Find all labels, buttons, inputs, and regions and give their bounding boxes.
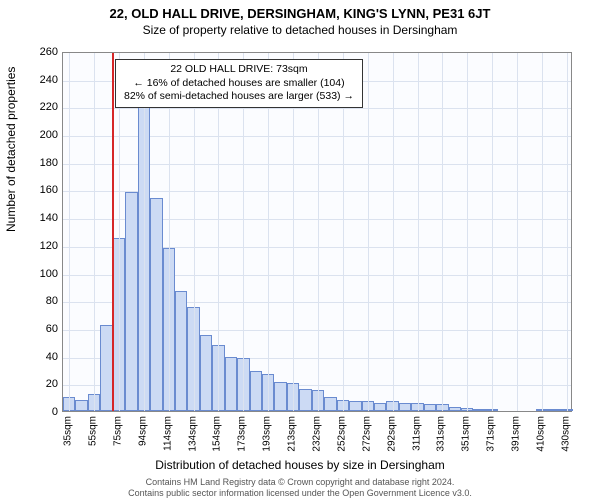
gridline-v — [567, 53, 568, 411]
histogram-bar — [449, 407, 461, 411]
annotation-line2: ← 16% of detached houses are smaller (10… — [124, 77, 354, 91]
histogram-bar — [399, 403, 411, 411]
x-tick-label: 430sqm — [560, 416, 571, 452]
annotation-line3: 82% of semi-detached houses are larger (… — [124, 90, 354, 104]
gridline-v — [542, 53, 543, 411]
gridline-v — [393, 53, 394, 411]
y-tick-label: 260 — [18, 46, 58, 58]
y-tick-label: 20 — [18, 378, 58, 390]
histogram-bar — [299, 389, 311, 411]
histogram-bar — [548, 409, 560, 411]
x-tick-label: 351sqm — [461, 416, 472, 452]
histogram-bar — [374, 403, 386, 411]
footer-line1: Contains HM Land Registry data © Crown c… — [0, 477, 600, 488]
x-tick-label: 311sqm — [411, 416, 422, 451]
x-tick-label: 371sqm — [486, 416, 497, 452]
footer-line2: Contains public sector information licen… — [0, 488, 600, 499]
title-block: 22, OLD HALL DRIVE, DERSINGHAM, KING'S L… — [0, 0, 600, 37]
annotation-line1: 22 OLD HALL DRIVE: 73sqm — [124, 63, 354, 77]
x-tick-label: 173sqm — [237, 416, 248, 452]
histogram-bar — [349, 401, 361, 411]
gridline-v — [418, 53, 419, 411]
histogram-bar — [274, 382, 286, 411]
x-tick-label: 391sqm — [511, 416, 522, 452]
x-tick-label: 94sqm — [137, 416, 148, 446]
gridline-v — [442, 53, 443, 411]
footer-attribution: Contains HM Land Registry data © Crown c… — [0, 477, 600, 499]
x-tick-label: 331sqm — [436, 416, 447, 452]
y-tick-label: 160 — [18, 184, 58, 196]
address-title: 22, OLD HALL DRIVE, DERSINGHAM, KING'S L… — [0, 6, 600, 21]
x-tick-label: 114sqm — [162, 416, 173, 451]
histogram-bar — [324, 397, 336, 411]
gridline-v — [467, 53, 468, 411]
y-tick-label: 40 — [18, 351, 58, 363]
annotation-box: 22 OLD HALL DRIVE: 73sqm ← 16% of detach… — [115, 59, 363, 108]
histogram-bar — [200, 335, 212, 411]
x-tick-label: 75sqm — [112, 416, 123, 446]
histogram-bar — [175, 291, 187, 411]
histogram-bar — [473, 409, 485, 411]
gridline-v — [69, 53, 70, 411]
x-tick-label: 232sqm — [312, 416, 323, 452]
gridline-v — [94, 53, 95, 411]
property-marker-line — [112, 53, 114, 411]
histogram-bar — [75, 400, 87, 411]
histogram-bar — [150, 198, 162, 411]
x-tick-label: 35sqm — [63, 416, 74, 446]
y-tick-label: 140 — [18, 212, 58, 224]
histogram-bar — [100, 325, 112, 411]
y-tick-label: 100 — [18, 268, 58, 280]
x-tick-label: 292sqm — [386, 416, 397, 452]
y-tick-label: 220 — [18, 101, 58, 113]
x-tick-label: 213sqm — [287, 416, 298, 452]
y-tick-label: 60 — [18, 323, 58, 335]
gridline-v — [368, 53, 369, 411]
x-tick-label: 252sqm — [336, 416, 347, 452]
chart-container: 22, OLD HALL DRIVE, DERSINGHAM, KING'S L… — [0, 0, 600, 500]
x-tick-label: 193sqm — [262, 416, 273, 452]
histogram-bar — [225, 357, 237, 411]
x-axis-label: Distribution of detached houses by size … — [0, 458, 600, 472]
chart-subtitle: Size of property relative to detached ho… — [0, 23, 600, 37]
gridline-v — [492, 53, 493, 411]
histogram-bar — [125, 192, 137, 411]
y-tick-label: 120 — [18, 240, 58, 252]
y-tick-label: 180 — [18, 157, 58, 169]
histogram-bar — [424, 404, 436, 411]
x-tick-label: 154sqm — [212, 416, 223, 452]
x-tick-label: 134sqm — [187, 416, 198, 452]
y-tick-label: 240 — [18, 74, 58, 86]
x-tick-label: 410sqm — [535, 416, 546, 452]
y-tick-label: 80 — [18, 295, 58, 307]
y-axis-label: Number of detached properties — [4, 67, 18, 232]
y-tick-label: 200 — [18, 129, 58, 141]
gridline-v — [517, 53, 518, 411]
plot-area: 22 OLD HALL DRIVE: 73sqm ← 16% of detach… — [62, 52, 572, 412]
histogram-bar — [250, 371, 262, 411]
x-tick-label: 55sqm — [88, 416, 99, 446]
y-tick-label: 0 — [18, 406, 58, 418]
x-tick-label: 272sqm — [361, 416, 372, 452]
